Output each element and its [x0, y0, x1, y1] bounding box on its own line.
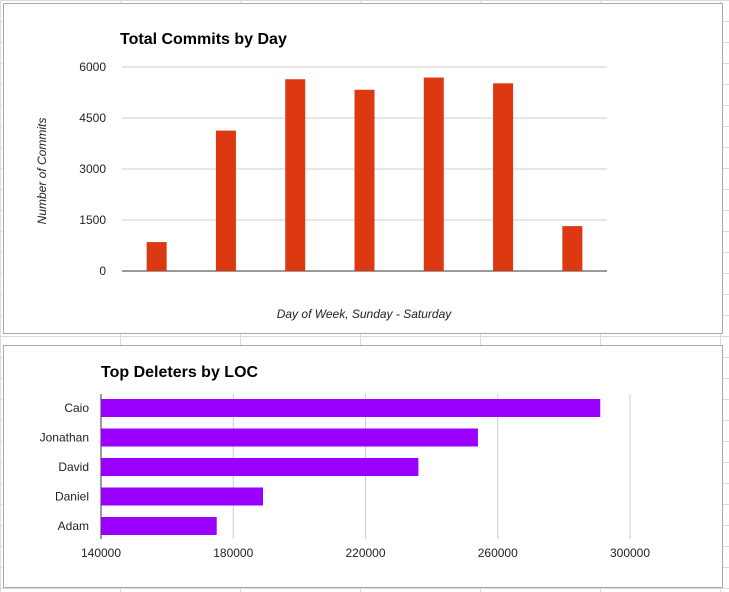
y-tick-label: 3000: [79, 162, 106, 176]
y-tick-label: 0: [99, 264, 106, 278]
category-label: Jonathan: [40, 431, 89, 445]
bar-caio[interactable]: [101, 399, 601, 417]
commits-by-day-chart-panel: Total Commits by Day 0 1500 3000 4500 6000 N…: [3, 3, 723, 334]
bar-david[interactable]: [101, 458, 419, 476]
bar-sunday[interactable]: [146, 242, 167, 271]
bar-daniel[interactable]: [101, 487, 264, 506]
y-tick-label: 6000: [79, 60, 106, 74]
bar-saturday[interactable]: [562, 226, 583, 271]
x-tick-label: 220000: [345, 546, 385, 560]
bar-thursday[interactable]: [423, 77, 444, 271]
category-label: Adam: [58, 519, 89, 533]
y-tick-label: 4500: [79, 111, 106, 125]
bar-jonathan[interactable]: [101, 428, 478, 447]
x-tick-label: 180000: [213, 546, 253, 560]
category-label: David: [58, 460, 89, 474]
x-axis-label: Day of Week, Sunday - Saturday: [277, 307, 453, 321]
bar-adam[interactable]: [101, 517, 217, 535]
top-deleters-chart-panel: Top Deleters by LOC 140000 180000 220000 26…: [3, 345, 723, 588]
x-tick-label: 140000: [81, 546, 121, 560]
x-tick-label: 300000: [610, 546, 650, 560]
bar-friday[interactable]: [493, 83, 514, 271]
y-axis-label: Number of Commits: [35, 118, 49, 225]
category-label: Daniel: [55, 490, 89, 504]
category-label: Caio: [64, 401, 89, 415]
bar-tuesday[interactable]: [285, 79, 306, 272]
x-tick-label: 260000: [478, 546, 518, 560]
bar-monday[interactable]: [215, 130, 236, 271]
chart-title: Top Deleters by LOC: [101, 364, 259, 381]
y-tick-label: 1500: [79, 213, 106, 227]
top-deleters-chart: Top Deleters by LOC 140000 180000 220000 26…: [40, 364, 651, 560]
bar-wednesday[interactable]: [354, 89, 375, 271]
commits-by-day-chart: Total Commits by Day 0 1500 3000 4500 6000 N…: [35, 31, 607, 321]
chart-title: Total Commits by Day: [120, 31, 287, 48]
